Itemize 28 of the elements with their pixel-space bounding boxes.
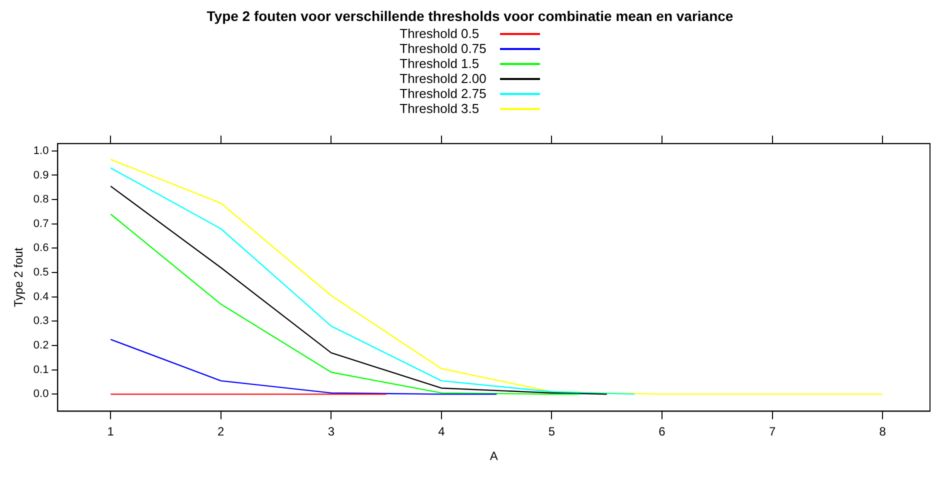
x-tick-label: 5 [548, 424, 556, 439]
y-tick-label: 0.3 [33, 315, 49, 328]
y-tick-label: 0.2 [33, 340, 49, 352]
y-tick-label: 0.6 [33, 242, 49, 254]
legend-label: Threshold 1.5 [400, 56, 480, 71]
y-tick-label: 0.4 [33, 290, 49, 303]
x-tick-label: 6 [658, 424, 666, 439]
y-axis-title: Type 2 fout [12, 247, 26, 308]
y-tick-label: 1.0 [33, 144, 49, 157]
x-tick-label: 3 [328, 424, 335, 439]
y-tick-label: 0.5 [33, 266, 49, 279]
legend-label: Threshold 2.00 [400, 71, 486, 86]
x-axis-title: A [490, 449, 498, 464]
legend-label: Threshold 0.75 [400, 41, 486, 56]
x-tick-label: 8 [879, 424, 886, 439]
y-tick-label: 0.7 [33, 218, 49, 230]
x-tick-label: 7 [768, 424, 776, 439]
x-tick-label: 4 [438, 424, 446, 439]
x-tick-label: 2 [218, 424, 225, 439]
legend-label: Threshold 2.75 [400, 86, 486, 101]
y-tick-label: 0.0 [33, 388, 49, 400]
y-tick-label: 0.9 [33, 169, 49, 182]
chart-title: Type 2 fouten voor verschillende thresholds voor combinatie mean en variance [206, 8, 734, 24]
legend-label: Threshold 0.5 [400, 26, 480, 41]
y-tick-label: 0.8 [33, 194, 49, 206]
x-tick-label: 1 [107, 424, 114, 439]
legend-label: Threshold 3.5 [400, 101, 480, 116]
y-tick-label: 0.1 [33, 364, 49, 376]
